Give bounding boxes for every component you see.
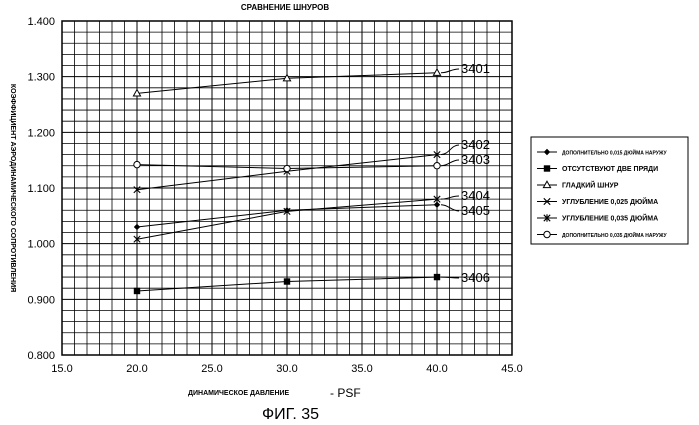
callout-label: 3402 <box>461 137 490 152</box>
legend-label: УГЛУБЛЕНИЕ 0,035 ДЮЙМА <box>562 214 658 223</box>
legend-label: ОТСУТСТВУЮТ ДВЕ ПРЯДИ <box>562 166 658 173</box>
data-point <box>433 151 441 159</box>
data-point <box>133 160 141 169</box>
data-point <box>132 88 142 97</box>
data-point <box>133 186 141 194</box>
callout-leader <box>440 276 460 279</box>
callout-label: 3401 <box>461 61 490 76</box>
legend-label: ДОПОЛНИТЕЛЬНО 0,035 ДЮЙМА НАРУЖУ <box>562 231 668 239</box>
legend-label: ДОПОЛНИТЕЛЬНО 0,015 ДЮЙМА НАРУЖУ <box>562 149 668 157</box>
data-point <box>543 148 551 156</box>
data-point <box>433 273 441 281</box>
x-axis-label: ДИНАМИЧЕСКОЕ ДАВЛЕНИЕ <box>188 390 290 397</box>
callout-leader <box>440 204 460 212</box>
data-point <box>432 67 442 76</box>
callout-label: 3405 <box>461 203 490 218</box>
grid <box>62 21 512 355</box>
x-tick-label: 40.0 <box>426 363 447 375</box>
y-axis-label: КОЭФФИЦИЕНТ АЭРОДИНАМИЧЕСКОГО СОПРОТИВЛЕ… <box>9 84 16 292</box>
callout-leader <box>440 159 460 167</box>
x-tick-label: 35.0 <box>351 363 372 375</box>
callout-label: 3404 <box>461 188 490 203</box>
y-tick-label: 1.300 <box>27 72 55 84</box>
chart-title: СРАВНЕНИЕ ШНУРОВ <box>241 3 329 12</box>
data-point <box>433 195 441 203</box>
legend: ДОПОЛНИТЕЛЬНО 0,015 ДЮЙМА НАРУЖУ ОТСУТСТВ… <box>530 136 689 245</box>
x-axis: 15.0 20.0 25.0 30.0 35.0 40.0 45.0 <box>51 363 522 375</box>
x-axis-unit: - PSF <box>330 386 361 400</box>
y-tick-label: 1.200 <box>27 127 55 139</box>
callout-label: 3403 <box>461 152 490 167</box>
data-point <box>543 214 551 222</box>
data-point <box>133 287 141 295</box>
x-tick-label: 15.0 <box>51 363 72 375</box>
callout-leader <box>440 144 460 156</box>
data-point <box>433 162 441 170</box>
y-tick-label: 1.400 <box>27 16 55 28</box>
y-tick-label: 0.900 <box>27 294 55 306</box>
data-point <box>283 164 291 173</box>
data-point <box>282 73 292 82</box>
x-tick-label: 45.0 <box>501 363 522 375</box>
data-point <box>133 223 141 231</box>
series <box>132 67 442 295</box>
data-point <box>543 230 551 239</box>
data-point <box>543 165 551 172</box>
y-tick-label: 1.100 <box>27 183 55 195</box>
y-tick-label: 1.000 <box>27 239 55 251</box>
x-tick-label: 30.0 <box>276 363 297 375</box>
callout-leader <box>440 68 460 74</box>
data-point <box>133 235 141 243</box>
x-tick-label: 20.0 <box>126 363 147 375</box>
legend-label: УГЛУБЛЕНИЕ 0,025 ДЮЙМА <box>562 197 658 206</box>
data-point <box>543 197 551 206</box>
figure-caption: ФИГ. 35 <box>262 406 319 423</box>
data-point <box>283 278 291 285</box>
y-tick-label: 0.800 <box>27 350 55 362</box>
legend-box <box>530 136 689 245</box>
plot-frame <box>61 20 513 356</box>
callout-leader <box>440 195 460 200</box>
x-tick-label: 25.0 <box>201 363 222 375</box>
data-point <box>283 207 291 216</box>
data-point <box>433 201 441 208</box>
data-point <box>542 180 552 189</box>
callouts: 3405 3406 3401 3402 3404 3403 <box>440 61 490 285</box>
callout-label: 3406 <box>461 270 490 285</box>
legend-label: ГЛАДКИЙ ШНУР <box>562 181 619 190</box>
y-axis: 0.800 0.900 1.000 1.100 1.200 1.300 1.400 <box>27 16 55 362</box>
